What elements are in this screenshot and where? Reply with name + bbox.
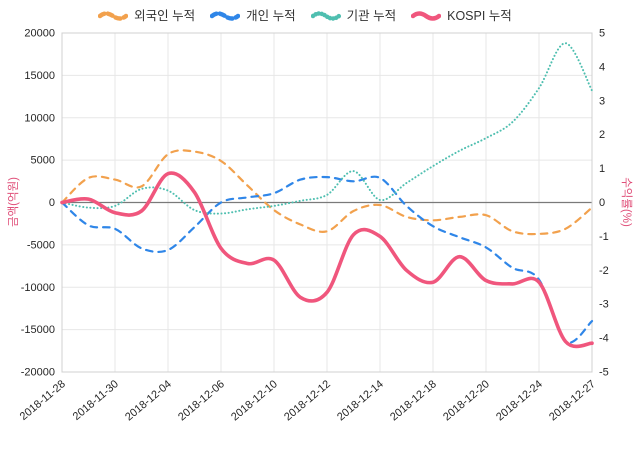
legend-item-individual[interactable]: 개인 누적 xyxy=(210,5,296,24)
x-tick-label: 2018-11-28 xyxy=(18,378,68,423)
right-y-tick-label: 2 xyxy=(599,129,605,141)
right-y-tick-label: 5 xyxy=(599,28,605,40)
left-y-tick-label: 0 xyxy=(49,197,55,209)
legend-marker-path xyxy=(411,10,442,21)
kospi-line-sample-icon xyxy=(411,10,442,21)
series-line-외국인 누적 xyxy=(60,149,594,236)
x-tick-label: 2018-12-06 xyxy=(176,378,227,423)
foreigner-line-sample-icon xyxy=(98,10,129,21)
left-y-tick-label: -10000 xyxy=(21,282,55,294)
right-y-tick-label: 3 xyxy=(599,95,605,107)
institution-line-sample-icon xyxy=(310,10,341,21)
left-y-tick-label: -20000 xyxy=(21,367,55,379)
left-y-tick-label: -15000 xyxy=(21,324,55,336)
legend-marker-path xyxy=(210,10,241,21)
x-tick-label: 2018-12-04 xyxy=(123,378,174,423)
right-y-tick-label: 4 xyxy=(599,61,605,73)
left-axis-title: 금액(억원) xyxy=(8,177,20,227)
legend-label-foreigner: 외국인 누적 xyxy=(134,9,196,23)
legend-label-individual: 개인 누적 xyxy=(246,9,296,23)
legend-item-institution[interactable]: 기관 누적 xyxy=(310,5,397,24)
chart-legend: 외국인 누적 개인 누적 기관 누적 KOSPI 누적 xyxy=(20,5,590,24)
left-y-tick-label: 5000 xyxy=(31,155,55,167)
x-tick-label: 2018-12-20 xyxy=(441,378,492,423)
series-line-KOSPI 누적 xyxy=(60,171,594,349)
legend-marker-path xyxy=(310,10,341,21)
x-tick-label: 2018-12-12 xyxy=(282,378,333,423)
right-y-tick-label: 1 xyxy=(599,163,605,175)
x-tick-label: 2018-12-10 xyxy=(229,378,280,423)
x-tick-label: 2018-12-24 xyxy=(494,378,545,423)
x-tick-label: 2018-12-27 xyxy=(547,378,598,423)
legend-item-foreigner[interactable]: 외국인 누적 xyxy=(98,5,195,24)
legend-label-institution: 기관 누적 xyxy=(346,9,397,23)
series-line-기관 누적 xyxy=(61,42,593,215)
left-y-tick-label: 10000 xyxy=(24,112,55,124)
left-y-tick-label: -5000 xyxy=(27,239,55,251)
x-tick-label: 2018-11-30 xyxy=(71,378,121,423)
x-tick-label: 2018-12-14 xyxy=(335,378,386,423)
right-y-tick-label: -5 xyxy=(599,367,609,379)
left-y-tick-label: 20000 xyxy=(24,28,55,40)
right-axis-title: 수익률(%) xyxy=(620,177,632,227)
right-y-tick-label: -1 xyxy=(599,231,609,243)
left-y-tick-label: 15000 xyxy=(24,70,55,82)
right-y-tick-label: 0 xyxy=(599,197,605,209)
right-y-tick-label: -4 xyxy=(599,333,609,345)
legend-item-kospi[interactable]: KOSPI 누적 xyxy=(411,5,512,24)
right-y-tick-label: -3 xyxy=(599,299,609,311)
legend-marker-path xyxy=(98,10,129,21)
series-line-개인 누적 xyxy=(60,175,594,344)
individual-line-sample-icon xyxy=(210,10,241,21)
legend-label-kospi: KOSPI 누적 xyxy=(447,9,512,23)
x-tick-label: 2018-12-18 xyxy=(388,378,439,423)
right-y-tick-label: -2 xyxy=(599,265,609,277)
